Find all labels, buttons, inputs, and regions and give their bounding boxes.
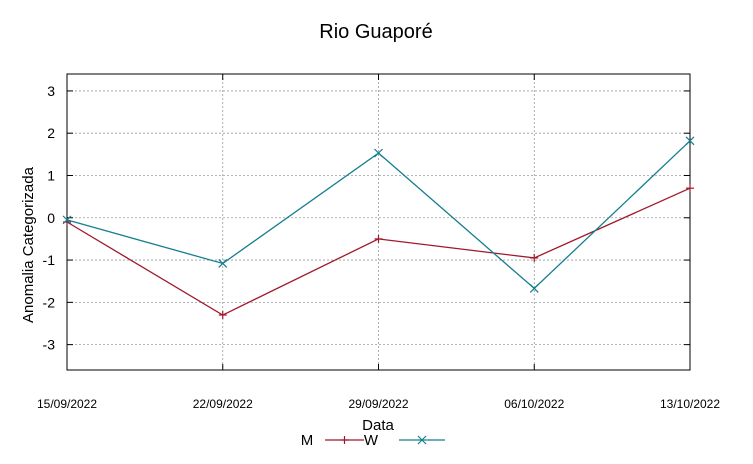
y-tick-label: 2 [47,125,55,141]
legend-marker-W [417,435,427,445]
y-tick-label: -3 [43,337,56,353]
data-point-W [685,136,695,146]
data-point-W [62,215,72,225]
y-tick-label: 1 [47,167,55,183]
y-axis-label: Anomalia Categorizada [20,166,37,323]
series-layer [62,136,695,320]
y-tick-label: 0 [47,210,55,226]
data-point-W [374,148,383,158]
y-tick-label: 3 [47,83,55,99]
x-tick-label: 22/09/2022 [193,397,253,411]
x-axis-label: Data [362,417,394,434]
y-tick-label: -2 [43,294,56,310]
data-point-M [686,184,694,193]
data-point-W [218,259,228,268]
legend-marker-M [340,436,349,444]
legend-label-W: W [364,432,379,449]
data-point-W [529,283,539,293]
axis-ticks: 3 2 1 0 -1 -2 -3 15/09/2022 22/09/2022 29/09/2022… [37,74,720,411]
data-point-M [530,253,539,262]
data-point-M [374,234,383,243]
chart-title: Rio Guaporé [319,21,432,43]
x-tick-label: 15/09/2022 [37,397,97,411]
x-tick-label: 06/10/2022 [504,397,564,411]
x-tick-label: 29/09/2022 [348,397,408,411]
y-tick-label: -1 [43,252,56,268]
x-tick-label: 13/10/2022 [660,397,720,411]
data-point-M [218,311,227,320]
legend-label-M: M [301,432,314,449]
grid [66,74,691,370]
